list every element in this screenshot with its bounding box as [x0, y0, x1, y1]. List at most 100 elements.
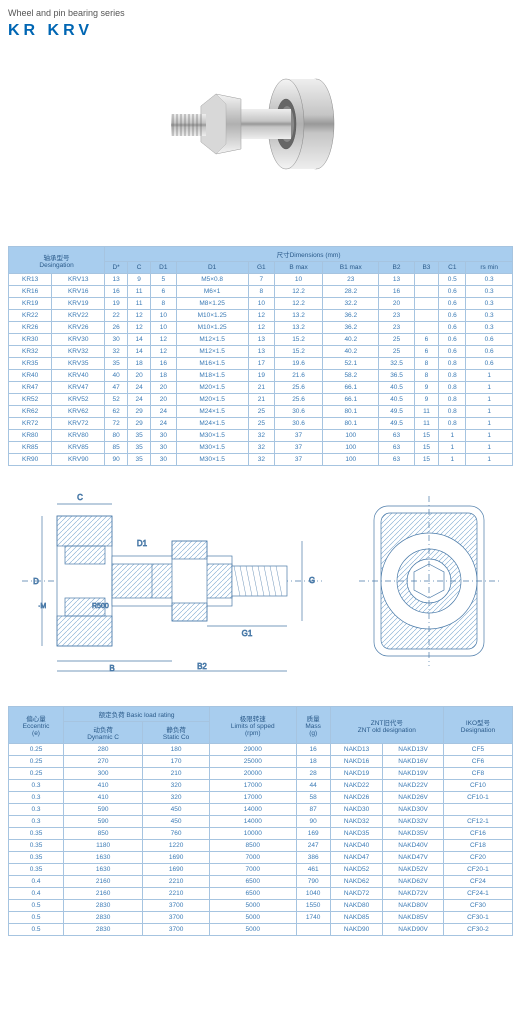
table-cell: 11: [414, 418, 439, 430]
table-cell: KR72: [9, 418, 52, 430]
table-cell: NAKD72: [330, 888, 383, 900]
table-cell: 10: [274, 274, 322, 286]
table-cell: M24×1.5: [176, 406, 248, 418]
table-cell: 16: [379, 286, 414, 298]
table-cell: 0.3: [9, 780, 64, 792]
table-cell: 58.2: [323, 370, 379, 382]
table-cell: KR30: [9, 334, 52, 346]
table-cell: M30×1.5: [176, 442, 248, 454]
table-cell: 270: [64, 756, 143, 768]
table-cell: KR85: [9, 442, 52, 454]
table-cell: 25000: [210, 756, 296, 768]
table-cell: CF10: [443, 780, 512, 792]
table-cell: 5000: [210, 924, 296, 936]
table-cell: 0.35: [9, 840, 64, 852]
table-cell: KRV35: [52, 358, 105, 370]
table-cell: [414, 298, 439, 310]
table-cell: 25.6: [274, 394, 322, 406]
table-cell: [296, 924, 330, 936]
table-cell: M10×1.25: [176, 322, 248, 334]
table-row: KR30KRV30301412M12×1.51315.240.22560.60.…: [9, 334, 513, 346]
table-cell: 0.6: [439, 286, 466, 298]
table-cell: KR35: [9, 358, 52, 370]
table-cell: [414, 322, 439, 334]
ratings-table: 偏心量Eccentric(e) 额定负荷 Basic load rating 极…: [8, 706, 513, 936]
table-cell: 30.6: [274, 418, 322, 430]
table-cell: 1740: [296, 912, 330, 924]
table-cell: 0.8: [439, 358, 466, 370]
table-cell: 36.2: [323, 310, 379, 322]
table-cell: NAKD26V: [383, 792, 444, 804]
table-cell: 40.2: [323, 334, 379, 346]
table-cell: 6500: [210, 888, 296, 900]
table-row: KR26KRV26261210M10×1.251213.236.2230.60.…: [9, 322, 513, 334]
table-cell: 0.3: [9, 816, 64, 828]
table-cell: 6: [151, 286, 176, 298]
th-col: G1: [248, 262, 274, 274]
table-cell: CF18: [443, 840, 512, 852]
table-cell: KRV22: [52, 310, 105, 322]
table-cell: 0.5: [9, 912, 64, 924]
table-cell: NAKD62V: [383, 876, 444, 888]
th-dyn: 动负荷Dynamic C: [64, 722, 143, 744]
page-subtitle: Wheel and pin bearing series: [8, 8, 513, 18]
table-cell: 11: [414, 406, 439, 418]
table-cell: KR62: [9, 406, 52, 418]
table-cell: 5000: [210, 912, 296, 924]
table-cell: 32: [248, 442, 274, 454]
table-cell: 247: [296, 840, 330, 852]
table-cell: 37: [274, 454, 322, 466]
table-cell: 1: [466, 382, 513, 394]
table-cell: 1: [466, 418, 513, 430]
table-cell: M12×1.5: [176, 334, 248, 346]
table-cell: M30×1.5: [176, 454, 248, 466]
table-cell: CF6: [443, 756, 512, 768]
table-cell: 28.2: [323, 286, 379, 298]
table-cell: 0.6: [439, 310, 466, 322]
table-cell: 410: [64, 780, 143, 792]
table-cell: 2830: [64, 912, 143, 924]
dimensions-table: 轴承型号Desingation 尺寸Dimensions (mm) D*CD1D…: [8, 246, 513, 466]
table-cell: 20: [379, 298, 414, 310]
table-cell: 450: [143, 816, 210, 828]
dim-label-d: D: [33, 577, 39, 586]
table-cell: 29: [128, 418, 151, 430]
table-cell: 30: [105, 334, 128, 346]
table-cell: 12: [128, 310, 151, 322]
table-cell: KR80: [9, 430, 52, 442]
table-cell: 1220: [143, 840, 210, 852]
table-cell: NAKD40: [330, 840, 383, 852]
table-cell: NAKD62: [330, 876, 383, 888]
table-cell: M16×1.5: [176, 358, 248, 370]
table-cell: CF24: [443, 876, 512, 888]
table-cell: 6500: [210, 876, 296, 888]
table-cell: 3700: [143, 924, 210, 936]
table-row: 0.34103201700044NAKD22NAKD22VCF10: [9, 780, 513, 792]
table-cell: M30×1.5: [176, 430, 248, 442]
table-row: 0.34103201700058NAKD26NAKD26VCF10-1: [9, 792, 513, 804]
table-cell: 25: [248, 406, 274, 418]
table-cell: KR16: [9, 286, 52, 298]
table-cell: NAKD35: [330, 828, 383, 840]
table-row: KR62KRV62622924M24×1.52530.680.149.5110.…: [9, 406, 513, 418]
table-cell: NAKD52: [330, 864, 383, 876]
table-cell: 23: [379, 322, 414, 334]
table-cell: 37: [274, 442, 322, 454]
table-row: KR19KRV1919118M8×1.251012.232.2200.60.3: [9, 298, 513, 310]
table-cell: 15: [414, 430, 439, 442]
table-cell: CF20: [443, 852, 512, 864]
table-cell: KRV85: [52, 442, 105, 454]
table-cell: 8500: [210, 840, 296, 852]
table-cell: NAKD13V: [383, 744, 444, 756]
table-cell: 35: [128, 442, 151, 454]
table-row: 0.35904501400087NAKD30NAKD30V: [9, 804, 513, 816]
table-cell: NAKD80V: [383, 900, 444, 912]
table-cell: M6×1: [176, 286, 248, 298]
table-cell: 29000: [210, 744, 296, 756]
table-row: KR90KRV90903530M30×1.53237100631511: [9, 454, 513, 466]
table-cell: 461: [296, 864, 330, 876]
table-cell: 7000: [210, 864, 296, 876]
table-cell: 0.3: [466, 322, 513, 334]
table-cell: 40.2: [323, 346, 379, 358]
table-cell: KRV52: [52, 394, 105, 406]
